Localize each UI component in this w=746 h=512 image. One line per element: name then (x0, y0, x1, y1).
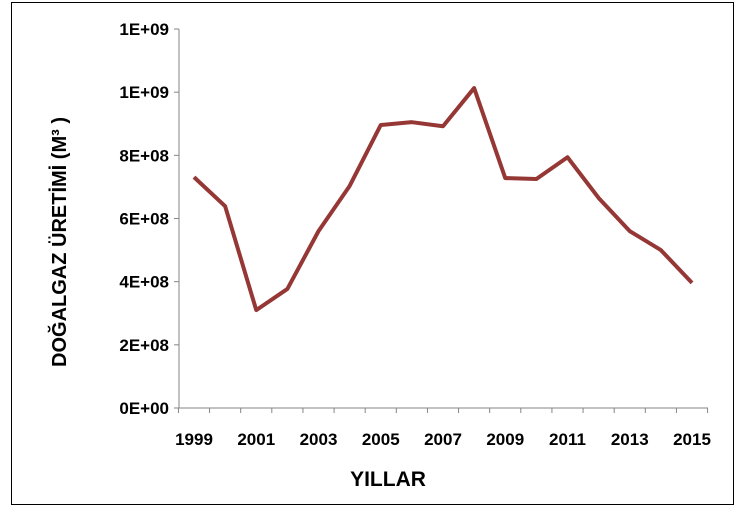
y-tick-label: 4E+08 (119, 273, 169, 292)
x-tick-label: 2013 (611, 430, 649, 449)
x-tick-label: 2003 (300, 430, 338, 449)
x-tick-label: 2001 (237, 430, 275, 449)
x-tick-label: 2007 (424, 430, 462, 449)
y-tick-label: 2E+08 (119, 336, 169, 355)
y-tick-label: 6E+08 (119, 210, 169, 229)
x-tick-label: 2011 (549, 430, 586, 449)
series-line (192, 86, 694, 313)
y-tick-label: 1E+09 (119, 83, 169, 102)
y-tick-label: 8E+08 (119, 146, 169, 165)
y-tick-label: 1E+09 (119, 20, 169, 39)
y-tick-label: 0E+00 (119, 399, 169, 418)
x-axis-label: YILLAR (350, 468, 426, 491)
x-tick-label: 2009 (486, 430, 524, 449)
x-tick-label: 2015 (673, 430, 711, 449)
x-tick-label: 1999 (175, 430, 213, 449)
y-axis-label: DOĞALGAZ ÜRETİMİ (M³ ) (47, 117, 71, 367)
chart-area (11, 2, 734, 505)
x-tick-label: 2005 (362, 430, 400, 449)
